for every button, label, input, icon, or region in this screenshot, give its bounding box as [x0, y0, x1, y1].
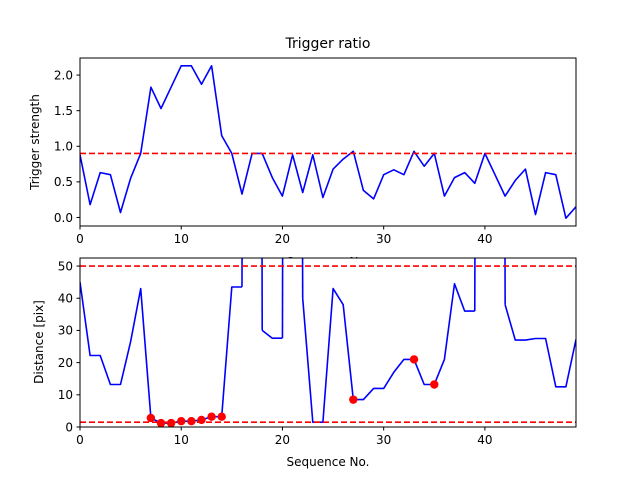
chart-title: Trigger ratio	[284, 36, 370, 52]
x-tick-label: 40	[477, 232, 492, 246]
y-tick-label: 50	[58, 259, 73, 273]
data-point	[156, 418, 166, 427]
y-axis-label: Trigger strength	[28, 94, 42, 191]
y-tick-label: 40	[58, 292, 73, 306]
trigger-ratio-panel: Trigger ratio Trigger strength Sequence …	[28, 36, 577, 269]
data-point	[349, 395, 358, 404]
data-point	[146, 413, 156, 423]
x-tick-label: 0	[76, 433, 84, 447]
x-tick-label: 20	[275, 232, 290, 246]
x-tick-label: 30	[376, 433, 391, 447]
data-point	[197, 415, 206, 425]
y-tick-label: 1.0	[54, 140, 73, 154]
axes-frame	[79, 57, 577, 227]
y-tick-label: 1.5	[54, 104, 73, 118]
x-tick-label: 30	[376, 232, 391, 246]
y-tick-label: 0	[65, 420, 73, 434]
distance-axes-background	[80, 258, 576, 427]
data-point	[166, 418, 176, 427]
x-tick-label: 10	[174, 433, 189, 447]
y-tick-label: 10	[58, 388, 73, 402]
data-point	[217, 412, 226, 421]
y-tick-label: 0.5	[54, 175, 73, 189]
x-tick-label: 0	[76, 232, 84, 246]
y-tick-label: 2.0	[54, 68, 73, 82]
y-tick-label: 20	[58, 356, 73, 370]
data-point	[187, 417, 196, 426]
y-tick-label: 30	[58, 324, 73, 338]
data-point	[207, 412, 216, 421]
x-tick-label: 20	[275, 433, 290, 447]
series-line	[301, 282, 475, 424]
data-point	[430, 380, 439, 389]
data-point	[409, 355, 419, 364]
axes-frame	[79, 257, 577, 428]
y-axis-label: Distance [pix]	[32, 300, 46, 384]
series-line	[504, 304, 576, 388]
x-axis-label: Sequence No.	[287, 455, 370, 469]
y-tick-label: 0.0	[54, 211, 73, 225]
plot-area	[80, 65, 576, 219]
series-line	[80, 65, 576, 219]
series-line	[261, 329, 283, 340]
data-point	[177, 417, 186, 426]
distance-panel: Distance [pix] Sequence No. 0 10 20 30 40 0 10…	[32, 257, 577, 469]
plot-area	[80, 258, 576, 427]
x-tick-label: 40	[477, 433, 492, 447]
x-tick-label: 10	[174, 232, 189, 246]
